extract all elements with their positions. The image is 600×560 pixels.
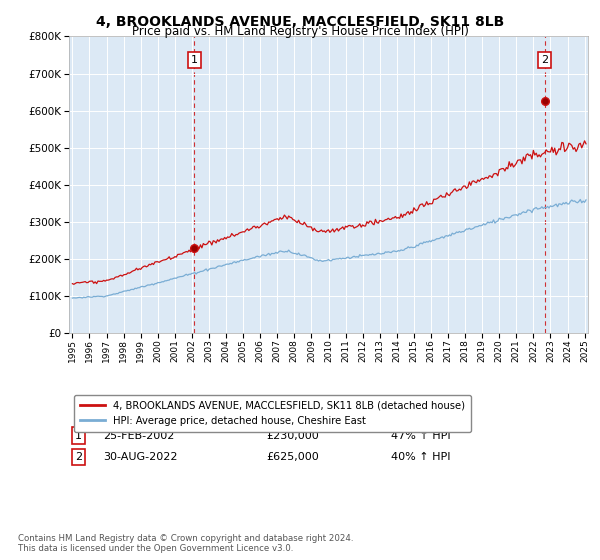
Text: 2: 2 — [75, 452, 82, 462]
Text: 47% ↑ HPI: 47% ↑ HPI — [391, 431, 451, 441]
Text: Price paid vs. HM Land Registry's House Price Index (HPI): Price paid vs. HM Land Registry's House … — [131, 25, 469, 38]
Text: Contains HM Land Registry data © Crown copyright and database right 2024.
This d: Contains HM Land Registry data © Crown c… — [18, 534, 353, 553]
Text: 25-FEB-2002: 25-FEB-2002 — [103, 431, 174, 441]
Text: £230,000: £230,000 — [266, 431, 319, 441]
Text: 40% ↑ HPI: 40% ↑ HPI — [391, 452, 450, 462]
Text: 1: 1 — [191, 55, 198, 65]
Text: 30-AUG-2022: 30-AUG-2022 — [103, 452, 177, 462]
Legend: 4, BROOKLANDS AVENUE, MACCLESFIELD, SK11 8LB (detached house), HPI: Average pric: 4, BROOKLANDS AVENUE, MACCLESFIELD, SK11… — [74, 395, 471, 432]
Text: £625,000: £625,000 — [266, 452, 319, 462]
Text: 1: 1 — [75, 431, 82, 441]
Text: 4, BROOKLANDS AVENUE, MACCLESFIELD, SK11 8LB: 4, BROOKLANDS AVENUE, MACCLESFIELD, SK11… — [96, 15, 504, 29]
Text: 2: 2 — [541, 55, 548, 65]
